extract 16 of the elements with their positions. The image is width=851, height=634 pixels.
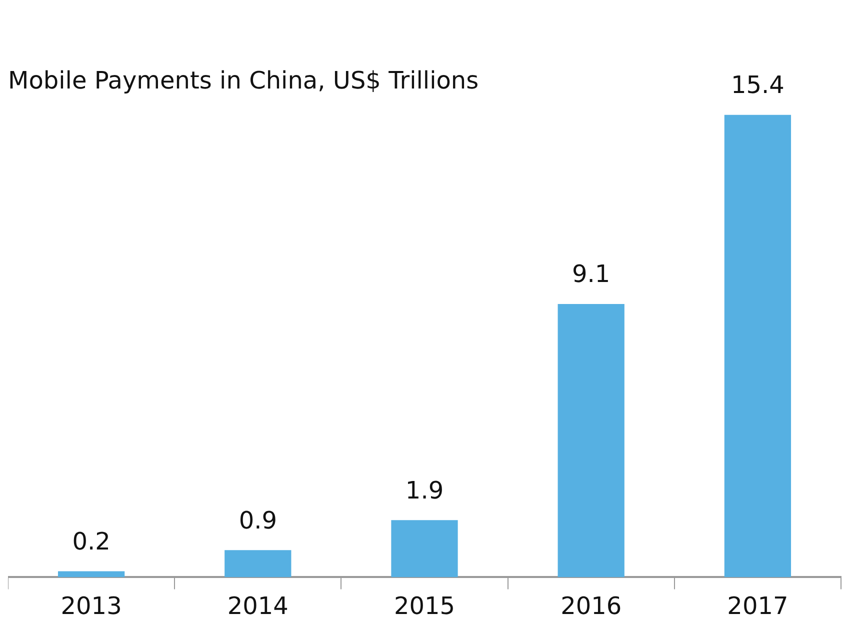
x-tick-label: 2015 xyxy=(394,592,456,620)
data-label: 1.9 xyxy=(405,476,444,504)
chart-title: Mobile Payments in China, US$ Trillions xyxy=(8,66,479,95)
data-label: 0.2 xyxy=(72,527,110,556)
bar xyxy=(58,571,125,578)
x-tick-label: 2014 xyxy=(227,592,288,620)
bar xyxy=(224,550,292,578)
data-label: 15.4 xyxy=(730,71,784,100)
data-label: 9.1 xyxy=(572,260,610,288)
data-label: 0.9 xyxy=(238,506,277,534)
bar xyxy=(724,114,792,578)
x-tick-label: 2016 xyxy=(560,592,622,620)
x-tick-label: 2013 xyxy=(60,592,122,620)
bar xyxy=(391,520,458,578)
bar xyxy=(558,304,624,578)
x-tick-label: 2017 xyxy=(727,592,788,620)
